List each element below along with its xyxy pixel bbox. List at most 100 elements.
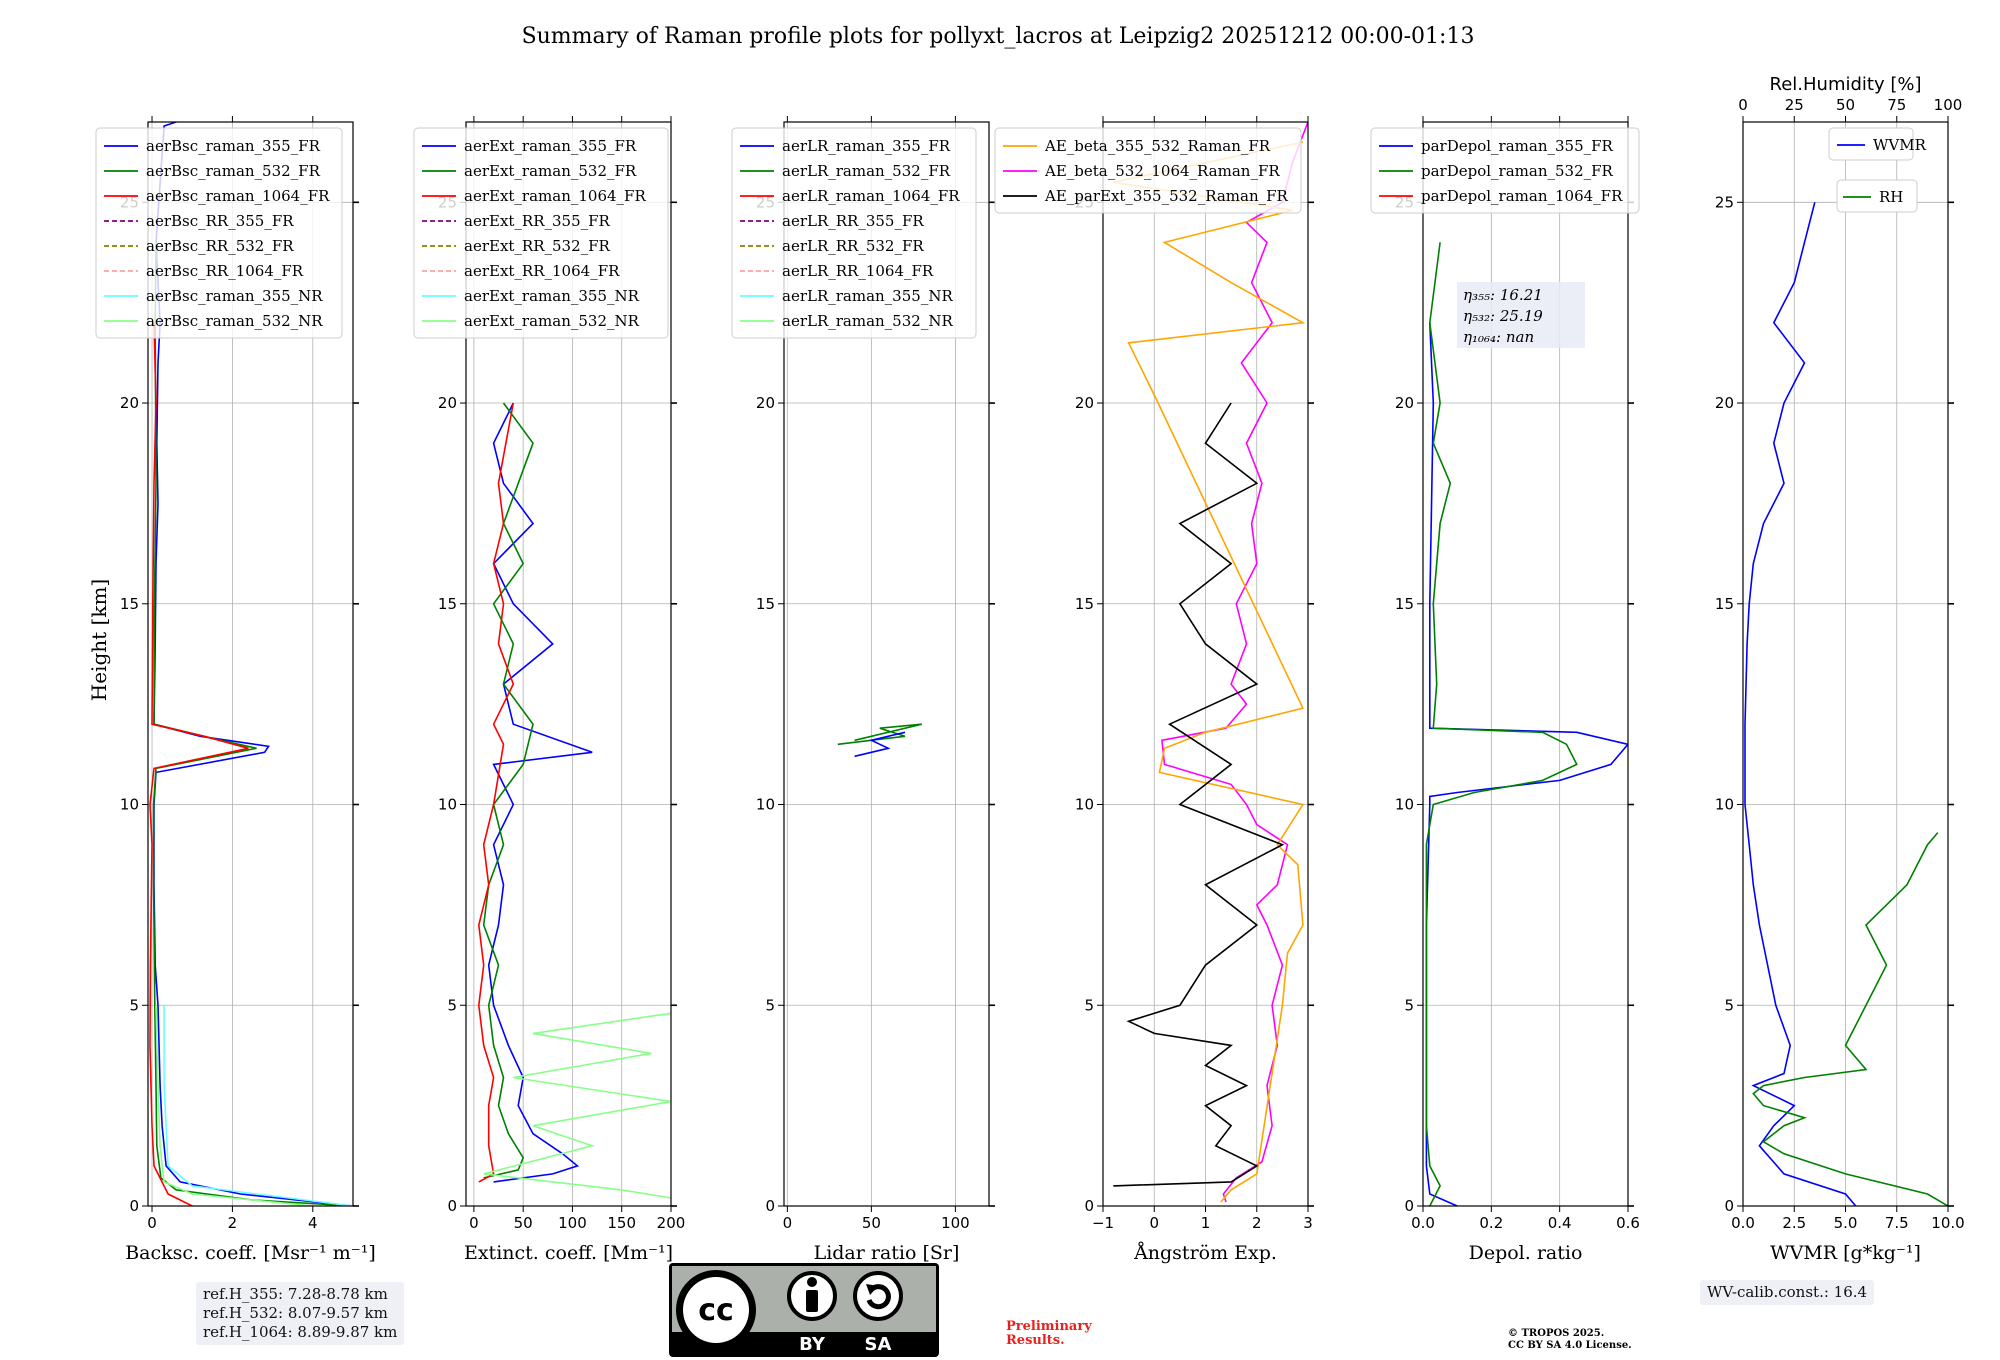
legend-label: aerExt_RR_532_FR <box>464 237 611 255</box>
legend-label: aerBsc_raman_355_FR <box>146 137 321 155</box>
axes-frame <box>147 121 354 1207</box>
series-group <box>837 723 922 758</box>
legend-box <box>1828 127 1914 161</box>
x-tick-label: 0.2 <box>1479 1214 1503 1232</box>
x-tick-label: 3 <box>1303 1214 1313 1232</box>
legend-label: aerLR_raman_355_FR <box>782 137 951 155</box>
share-alike-arrowhead <box>866 1284 878 1295</box>
legend: aerBsc_raman_355_FR aerBsc_raman_532_FRae… <box>95 127 343 339</box>
y-tick-label: 20 <box>1395 394 1414 412</box>
legend-box <box>731 127 977 339</box>
axes-frame <box>465 121 672 1207</box>
legend-label: aerLR_raman_532_FR <box>782 162 951 180</box>
legend-label: AE_parExt_355_532_Raman_FR <box>1044 187 1289 205</box>
legend-label: aerExt_RR_355_FR <box>464 212 611 230</box>
top-x-tick-label: 50 <box>1836 96 1855 114</box>
x-tick-label: 2 <box>1252 1214 1262 1232</box>
copyright-line-1: © TROPOS 2025. <box>1508 1328 1605 1339</box>
series-aerLR_raman_355_FR <box>854 731 906 758</box>
legend-box-2 <box>1836 179 1918 213</box>
series-aerExt_raman_532_NR <box>483 1012 671 1199</box>
series-group <box>477 402 671 1199</box>
x-axis-label: Extinct. coeff. [Mm⁻¹] <box>464 1242 673 1264</box>
y-tick-label: 10 <box>120 796 139 814</box>
y-tick-label: 5 <box>129 996 139 1014</box>
legend: WVMR RH <box>1828 127 1927 213</box>
by-label: BY <box>799 1334 826 1355</box>
legend-box <box>413 127 669 339</box>
x-tick-label: 100 <box>558 1214 587 1232</box>
cc-text: cc <box>698 1293 734 1328</box>
attribution-body <box>806 1290 818 1312</box>
x-tick-label: 0 <box>147 1214 157 1232</box>
legend: aerExt_raman_355_FR aerExt_raman_532_FRae… <box>413 127 669 339</box>
legend-label: aerLR_raman_1064_FR <box>782 187 960 205</box>
y-axis-label: Height [km] <box>87 579 111 701</box>
x-tick-label: 5.0 <box>1834 1214 1858 1232</box>
eta-annotations: η₃₅₅: 16.21 η₅₃₂: 25.19 η₁₀₆₄: nan <box>1457 282 1585 348</box>
x-tick-label: 0.6 <box>1616 1214 1640 1232</box>
y-tick-label: 15 <box>1395 595 1414 613</box>
legend-label: aerBsc_raman_532_NR <box>146 312 323 330</box>
y-tick-label: 15 <box>438 595 457 613</box>
legend-label: aerBsc_RR_532_FR <box>146 237 294 255</box>
legend: AE_beta_355_532_Raman_FR AE_beta_532_1064… <box>994 127 1302 214</box>
wv-calibration-box: WV-calib.const.: 16.4 <box>1700 1280 1875 1305</box>
series-AE_parExt_355_532_Raman_FR <box>1113 402 1285 1187</box>
x-tick-label: 1 <box>1201 1214 1211 1232</box>
x-tick-label: 0.0 <box>1731 1214 1755 1232</box>
x-axis-label: Depol. ratio <box>1469 1242 1583 1264</box>
series-RH <box>1752 832 1948 1206</box>
cc-license-badge: cc BY SA <box>669 1263 939 1357</box>
top-x-tick-label: 0 <box>1738 96 1748 114</box>
legend-label: aerBsc_RR_355_FR <box>146 212 294 230</box>
x-axis-label: Ångström Exp. <box>1133 1242 1277 1264</box>
series-aerLR_raman_532_FR <box>837 723 922 746</box>
series-parDepol_raman_355_FR <box>1425 322 1628 1206</box>
sa-label: SA <box>865 1334 892 1355</box>
x-tick-label: 2 <box>228 1214 238 1232</box>
legend-box <box>994 127 1302 214</box>
attribution-head <box>807 1277 817 1287</box>
panel-backscatter: 0510152025024Backsc. coeff. [Msr⁻¹ m⁻¹]a… <box>95 116 376 1264</box>
series-group <box>1744 202 1948 1206</box>
series-aerBsc_raman_532_NR <box>155 1005 313 1206</box>
x-tick-label: 50 <box>514 1214 533 1232</box>
series-aerBsc_raman_355_FR <box>153 122 353 1206</box>
y-tick-label: 20 <box>756 394 775 412</box>
share-alike-arrow <box>866 1284 891 1310</box>
eta-box <box>1457 282 1585 348</box>
y-tick-label: 10 <box>756 796 775 814</box>
preliminary-line-1: Preliminary <box>1006 1319 1092 1334</box>
legend-label: aerLR_raman_532_NR <box>782 312 953 330</box>
copyright-line-2: CC BY SA 4.0 License. <box>1508 1340 1632 1351</box>
series-aerExt_raman_532_FR <box>482 402 534 1179</box>
y-tick-label: 5 <box>1404 996 1414 1014</box>
series-parDepol_raman_532_FR <box>1425 242 1578 1206</box>
legend-label: parDepol_raman_1064_FR <box>1421 187 1623 205</box>
y-tick-label: 10 <box>1715 796 1734 814</box>
x-tick-label: 7.5 <box>1885 1214 1909 1232</box>
x-tick-label: 50 <box>862 1214 881 1232</box>
y-tick-label: 15 <box>1715 595 1734 613</box>
eta-label: η₃₅₅: 16.21 <box>1463 286 1543 304</box>
legend-label: aerLR_RR_1064_FR <box>782 262 934 280</box>
legend: aerLR_raman_355_FR aerLR_raman_532_FR aerL… <box>731 127 977 339</box>
x-axis-label: WVMR [g*kg⁻¹] <box>1770 1242 1921 1264</box>
reference-heights-box: ref.H_355: 7.28-8.78 km ref.H_532: 8.07-… <box>196 1282 405 1345</box>
legend-label: aerLR_raman_355_NR <box>782 287 953 305</box>
legend-label: aerBsc_raman_1064_FR <box>146 187 330 205</box>
top-x-tick-label: 25 <box>1785 96 1804 114</box>
legend-label: parDepol_raman_532_FR <box>1421 162 1614 180</box>
x-tick-label: 0.4 <box>1548 1214 1572 1232</box>
legend-box <box>1370 127 1640 214</box>
y-tick-label: 0 <box>447 1197 457 1215</box>
panel-extinction: 0510152025050100150200Extinct. coeff. [M… <box>413 116 685 1264</box>
x-tick-label: 0 <box>783 1214 793 1232</box>
series-group <box>1425 242 1628 1206</box>
legend-label: aerLR_RR_532_FR <box>782 237 924 255</box>
y-tick-label: 15 <box>120 595 139 613</box>
